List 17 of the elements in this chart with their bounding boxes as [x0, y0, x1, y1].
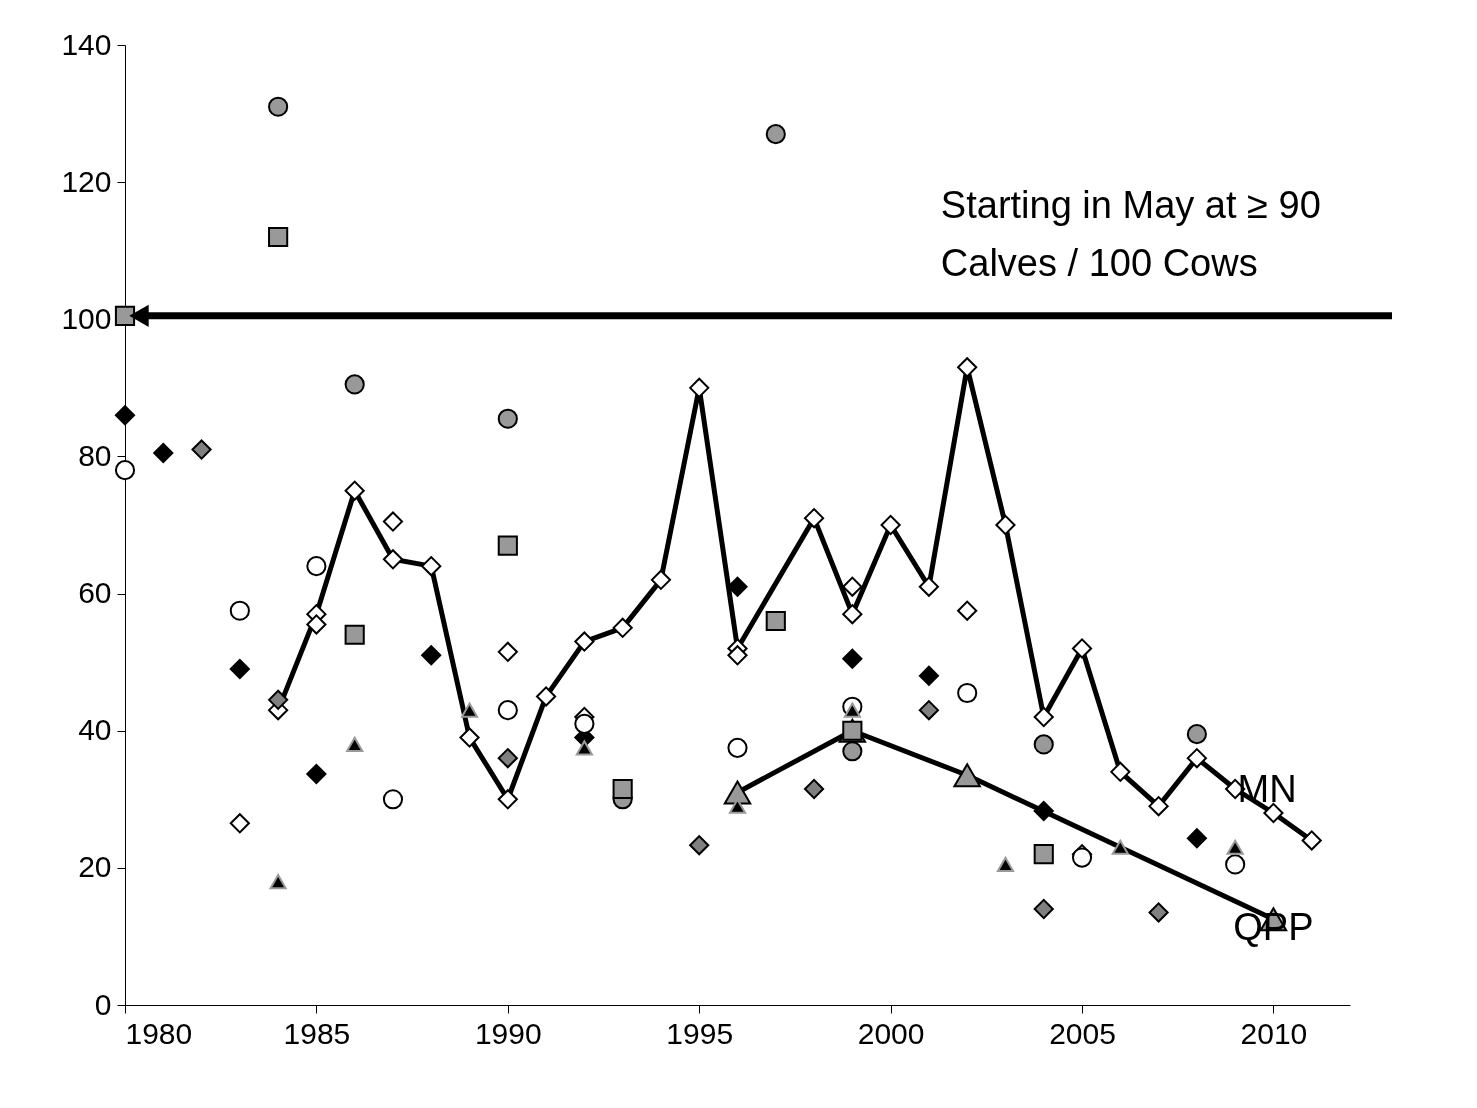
- x-tick-label: 1985: [283, 1016, 351, 1050]
- y-tick-label: 140: [61, 27, 112, 61]
- ref-line-label: Starting in May at ≥ 90 Calves / 100 Cows: [940, 183, 1321, 284]
- x-tick-label: 1990: [474, 1016, 542, 1050]
- y-tick-label: 20: [78, 850, 112, 884]
- y-tick-label: 40: [78, 713, 112, 747]
- x-tick-label: 2000: [857, 1016, 925, 1050]
- y-tick-label: 0: [94, 987, 112, 1021]
- series-label: QPP: [1233, 906, 1314, 949]
- x-tick-label: 1980: [125, 1016, 193, 1050]
- y-tick-label: 80: [78, 438, 112, 472]
- y-tick-label: 60: [78, 576, 112, 610]
- x-tick-label: 2005: [1049, 1016, 1116, 1050]
- x-tick-label: 2010: [1240, 1016, 1308, 1050]
- y-tick-label: 120: [61, 164, 112, 198]
- y-tick-label: 100: [61, 301, 112, 335]
- x-tick-label: 1995: [666, 1016, 734, 1050]
